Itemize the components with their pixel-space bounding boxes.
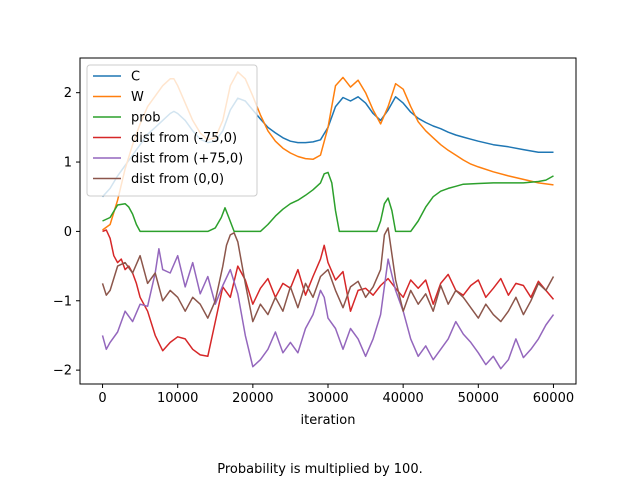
x-axis-ticks: 0 10000 20000 30000 40000 50000 60000: [98, 384, 574, 406]
legend-label: dist from (0,0): [131, 172, 224, 187]
series-line-4: [101, 247, 555, 370]
y-axis-ticks: −2 −1 0 1 2: [53, 86, 80, 379]
x-tick-label: 60000: [533, 391, 574, 406]
legend-label: dist from (-75,0): [131, 131, 237, 146]
legend-label: W: [131, 90, 144, 105]
x-tick-label: 50000: [458, 391, 499, 406]
legend-label: prob: [131, 111, 161, 126]
x-tick-label: 0: [98, 391, 106, 406]
y-tick-label: 2: [64, 86, 72, 101]
x-tick-label: 10000: [157, 391, 198, 406]
x-tick-label: 40000: [382, 391, 423, 406]
legend-box: [86, 64, 258, 197]
legend-label: C: [131, 70, 140, 85]
figure-caption: Probability is multiplied by 100.: [217, 462, 423, 477]
series-line-3: [102, 229, 555, 358]
y-tick-label: −1: [53, 294, 72, 309]
series-line-2: [102, 171, 554, 233]
legend-label: dist from (+75,0): [131, 152, 243, 167]
x-axis-label: iteration: [301, 413, 356, 428]
x-tick-label: 20000: [232, 391, 273, 406]
x-tick-label: 30000: [307, 391, 348, 406]
series-line-5: [101, 227, 555, 323]
y-tick-label: 1: [64, 156, 72, 171]
y-tick-label: −2: [53, 364, 72, 379]
y-tick-label: 0: [64, 225, 72, 240]
